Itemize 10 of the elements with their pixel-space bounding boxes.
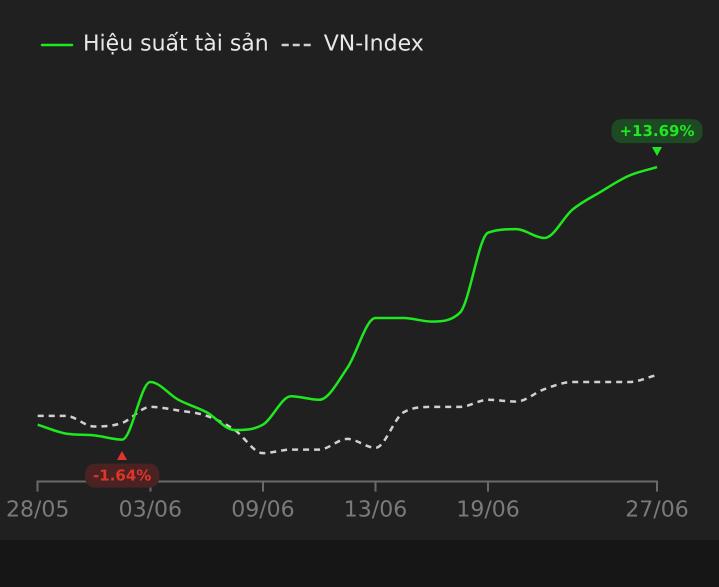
x-tick-label: 27/06 [625, 498, 689, 523]
data-label: -1.64% [93, 466, 152, 485]
legend-label: Hiệu suất tài sản [83, 32, 269, 57]
x-tick-label: 13/06 [344, 498, 408, 523]
data-label: +13.69% [619, 122, 695, 140]
x-tick-label: 19/06 [456, 498, 520, 523]
x-tick-label: 03/06 [118, 498, 182, 523]
x-tick-label: 28/05 [6, 498, 70, 523]
legend-label: VN-Index [324, 32, 424, 57]
x-tick-label: 09/06 [231, 498, 295, 523]
